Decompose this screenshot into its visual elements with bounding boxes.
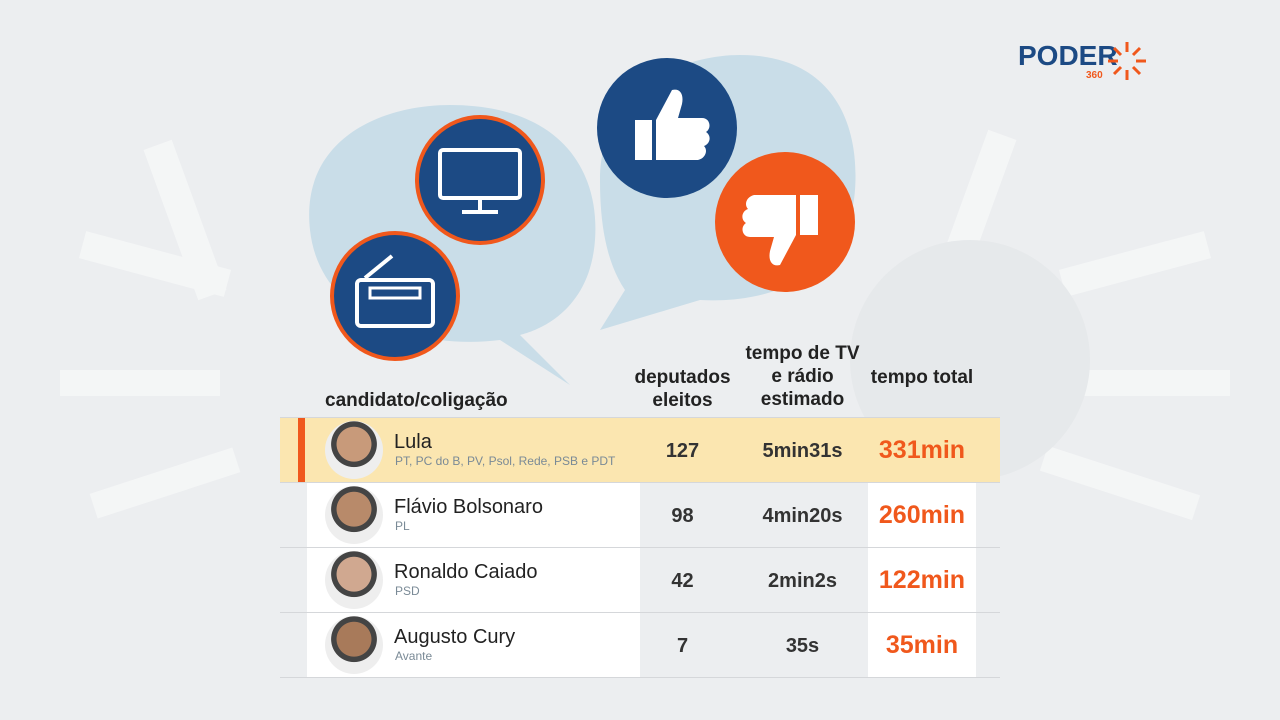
highlight-bar xyxy=(298,418,305,482)
header: tempo total xyxy=(870,367,974,388)
coalition: Avante xyxy=(395,649,433,663)
airtime: 4min20s xyxy=(762,505,843,527)
candidate-name: Ronaldo Caiado xyxy=(394,561,538,583)
deputies: 42 xyxy=(671,570,694,592)
total-time: 260min xyxy=(878,501,966,529)
table-bottom-rule xyxy=(280,677,1000,678)
coalition: PL xyxy=(395,519,410,533)
header: tempo de TV e rádio estimado xyxy=(745,343,860,410)
table-row: Lula PT, PC do B, PV, Psol, Rede, PSB e P… xyxy=(280,417,1000,482)
cell-background xyxy=(868,613,976,677)
candidate-photo xyxy=(325,421,383,479)
table-row: Ronaldo Caiado PSD 42 2min2s 122min xyxy=(280,547,1000,612)
coalition: PSD xyxy=(395,584,420,598)
airtime: 35s xyxy=(785,635,820,657)
cell-background xyxy=(868,548,976,612)
candidate-photo xyxy=(325,551,383,609)
total-time: 122min xyxy=(878,566,966,594)
candidate-name: Lula xyxy=(394,431,432,453)
candidate-photo xyxy=(325,486,383,544)
table-row: Augusto Cury Avante 7 35s 35min xyxy=(280,612,1000,677)
header: candidato/coligação xyxy=(325,390,508,411)
total-time: 35min xyxy=(885,631,959,659)
deputies: 98 xyxy=(671,505,694,527)
airtime: 5min31s xyxy=(762,440,843,462)
header: deputados eleitos xyxy=(634,367,731,411)
deputies: 127 xyxy=(665,440,700,462)
deputies: 7 xyxy=(676,635,689,657)
logo-number: 360 xyxy=(1086,70,1103,81)
logo-name: PODER xyxy=(1018,40,1118,71)
coalition: PT, PC do B, PV, Psol, Rede, PSB e PDT xyxy=(395,454,616,468)
logo-sun xyxy=(1108,42,1146,80)
candidate-name: Augusto Cury xyxy=(394,626,516,648)
table-row: Flávio Bolsonaro PL 98 4min20s 260min xyxy=(280,482,1000,547)
candidate-name: Flávio Bolsonaro xyxy=(394,496,543,518)
candidate-photo xyxy=(325,616,383,674)
airtime: 2min2s xyxy=(768,570,837,592)
cell-background xyxy=(868,483,976,547)
total-time: 331min xyxy=(878,436,966,464)
